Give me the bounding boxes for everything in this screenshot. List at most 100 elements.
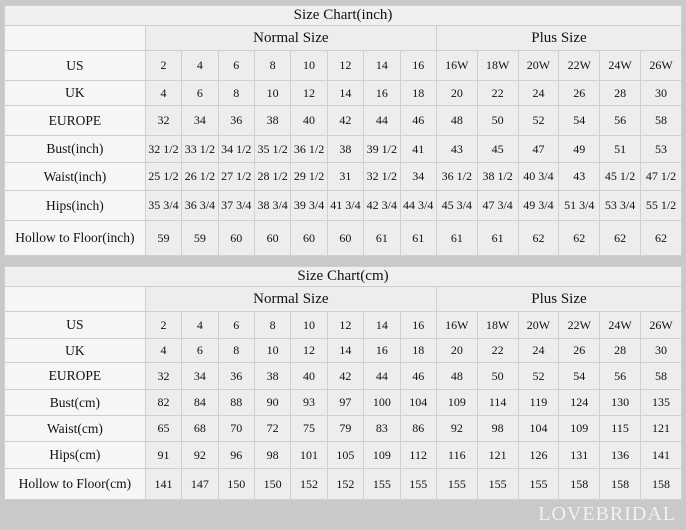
size-cell: 33 1/2: [181, 135, 219, 163]
table-row: Hollow to Floor(cm) 141 147 150 150 152 152 155…: [4, 468, 683, 500]
plus-size-header: Plus Size: [435, 25, 683, 51]
size-cell: 60: [217, 220, 255, 256]
size-cell: 26W: [639, 311, 683, 339]
size-cell: 20: [435, 338, 478, 363]
size-cell: 44: [363, 105, 401, 136]
size-cell: 10: [253, 338, 292, 363]
size-cell: 40: [290, 105, 328, 136]
size-cell: 41: [399, 135, 437, 163]
size-cell: 155: [363, 468, 401, 500]
size-cell: 16: [399, 311, 437, 339]
size-cell: 62: [517, 220, 560, 256]
size-cell: 155: [476, 468, 519, 500]
size-cell: 10: [253, 80, 292, 106]
size-cell: 84: [181, 389, 219, 416]
size-cell: 62: [639, 220, 683, 256]
size-cell: 126: [517, 441, 560, 469]
table-row: US 2 4 6 8 10 12 14 16 16W 18W 20W 22W 24W 26W: [4, 50, 683, 81]
size-cell: 4: [144, 80, 183, 106]
size-cell: 61: [435, 220, 478, 256]
size-cell: 36 1/2: [435, 162, 478, 191]
row-label: EUROPE: [4, 362, 146, 390]
table-row: Hips(inch) 35 3/4 36 3/4 37 3/4 38 3/4 39 3/4…: [4, 190, 683, 221]
size-cell: 92: [181, 441, 219, 469]
size-cell: 56: [599, 105, 641, 136]
size-cell: 51: [599, 135, 641, 163]
size-cell: 37 3/4: [217, 190, 255, 221]
table-row: EUROPE 32 34 36 38 40 42 44 46 48 50 52 54 56 58: [4, 105, 683, 136]
size-cell: 24: [517, 80, 560, 106]
size-cell: 68: [181, 415, 219, 442]
size-cell: 86: [399, 415, 437, 442]
size-cell: 30: [639, 80, 683, 106]
table-row: Waist(inch) 25 1/2 26 1/2 27 1/2 28 1/2 29 1/…: [4, 162, 683, 191]
size-cell: 49: [558, 135, 601, 163]
size-cell: 155: [399, 468, 437, 500]
size-cell: 100: [363, 389, 401, 416]
size-cell: 36: [217, 105, 255, 136]
size-cell: 8: [253, 50, 292, 81]
size-cell: 155: [435, 468, 478, 500]
size-cell: 114: [476, 389, 519, 416]
size-cell: 155: [517, 468, 560, 500]
row-label: EUROPE: [4, 105, 146, 136]
size-cell: 92: [435, 415, 478, 442]
row-label: Hollow to Floor(cm): [4, 468, 146, 500]
row-label: Bust(cm): [4, 389, 146, 416]
size-cell: 42: [326, 362, 365, 390]
row-label: Hips(cm): [4, 441, 146, 469]
size-cell: 53: [639, 135, 683, 163]
size-cell: 150: [253, 468, 292, 500]
size-cell: 14: [326, 338, 365, 363]
chart-title: Size Chart(cm): [4, 266, 682, 287]
size-cell: 2: [144, 50, 183, 81]
size-cell: 26 1/2: [181, 162, 219, 191]
size-cell: 131: [558, 441, 601, 469]
size-cell: 141: [144, 468, 183, 500]
size-cell: 6: [217, 50, 255, 81]
size-cell: 18W: [476, 50, 519, 81]
size-cell: 98: [476, 415, 519, 442]
size-cell: 58: [639, 362, 683, 390]
size-cell: 44: [363, 362, 401, 390]
size-cell: 16W: [435, 311, 478, 339]
size-cell: 96: [217, 441, 255, 469]
size-cell: 29 1/2: [290, 162, 328, 191]
size-cell: 31: [326, 162, 365, 191]
size-cell: 101: [290, 441, 328, 469]
size-cell: 42: [326, 105, 365, 136]
size-cell: 112: [399, 441, 437, 469]
watermark: LOVEBRIDAL: [538, 503, 676, 525]
size-cell: 47 1/2: [639, 162, 683, 191]
size-cell: 52: [517, 105, 560, 136]
size-cell: 20W: [517, 311, 560, 339]
size-cell: 12: [326, 50, 365, 81]
size-cell: 90: [253, 389, 292, 416]
size-cell: 22W: [558, 311, 601, 339]
size-cell: 4: [144, 338, 183, 363]
size-cell: 49 3/4: [517, 190, 560, 221]
size-cell: 48: [435, 362, 478, 390]
size-cell: 79: [326, 415, 365, 442]
table-row: Waist(cm) 65 68 70 72 75 79 83 86 92 98 104 109 115 12…: [4, 415, 683, 442]
size-cell: 60: [326, 220, 365, 256]
table-row: Hips(cm) 91 92 96 98 101 105 109 112 116 121 126 131…: [4, 441, 683, 469]
blank-cell: [4, 25, 146, 51]
size-cell: 12: [290, 80, 328, 106]
row-label: Waist(inch): [4, 162, 146, 191]
size-cell: 16: [363, 80, 401, 106]
table-row: Bust(cm) 82 84 88 90 93 97 100 104 109 114 119 124 13…: [4, 389, 683, 416]
size-cell: 24: [517, 338, 560, 363]
table-row: Bust(inch) 32 1/2 33 1/2 34 1/2 35 1/2 36 1/2…: [4, 135, 683, 163]
size-cell: 59: [144, 220, 183, 256]
size-cell: 115: [599, 415, 641, 442]
size-cell: 45 1/2: [599, 162, 641, 191]
size-cell: 42 3/4: [363, 190, 401, 221]
size-cell: 136: [599, 441, 641, 469]
size-cell: 34: [181, 362, 219, 390]
size-cell: 116: [435, 441, 478, 469]
size-cell: 47: [517, 135, 560, 163]
size-cell: 2: [144, 311, 183, 339]
size-cell: 44 3/4: [399, 190, 437, 221]
size-cell: 121: [639, 415, 683, 442]
